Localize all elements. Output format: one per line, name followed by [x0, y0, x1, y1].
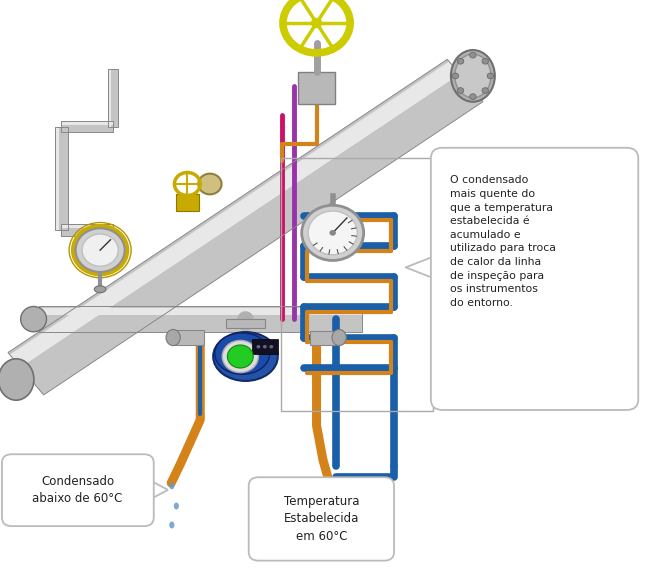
Polygon shape	[39, 308, 362, 315]
Text: Temperatura
Estabelecida
em 60°C: Temperatura Estabelecida em 60°C	[284, 494, 359, 543]
Ellipse shape	[94, 286, 106, 293]
Circle shape	[227, 345, 253, 368]
Circle shape	[457, 87, 464, 93]
Ellipse shape	[174, 503, 179, 509]
Circle shape	[263, 345, 267, 348]
Polygon shape	[61, 225, 113, 228]
Circle shape	[302, 205, 364, 260]
Bar	[310, 331, 337, 345]
Circle shape	[308, 211, 357, 255]
Ellipse shape	[455, 54, 491, 98]
FancyBboxPatch shape	[2, 454, 154, 526]
Polygon shape	[61, 232, 113, 235]
Circle shape	[256, 345, 260, 348]
Circle shape	[452, 73, 459, 79]
Polygon shape	[114, 69, 118, 126]
Polygon shape	[61, 122, 113, 125]
Text: Condensado
abaixo de 60°C: Condensado abaixo de 60°C	[32, 474, 123, 505]
Polygon shape	[31, 87, 481, 393]
Polygon shape	[61, 224, 113, 236]
Bar	[252, 339, 278, 354]
Polygon shape	[144, 477, 168, 503]
Circle shape	[470, 94, 476, 99]
Bar	[298, 72, 335, 104]
Ellipse shape	[451, 50, 495, 102]
Ellipse shape	[21, 306, 47, 332]
Bar	[281, 158, 433, 411]
Circle shape	[311, 18, 322, 28]
FancyBboxPatch shape	[249, 477, 394, 561]
Text: O condensado
mais quente do
que a temperatura
estabelecida é
acumulado e
utiliza: O condensado mais quente do que a temper…	[450, 175, 556, 308]
Polygon shape	[63, 126, 67, 230]
Polygon shape	[61, 121, 113, 132]
Ellipse shape	[332, 329, 346, 346]
Circle shape	[82, 234, 118, 266]
Ellipse shape	[0, 359, 34, 400]
Polygon shape	[406, 253, 443, 282]
Polygon shape	[56, 126, 59, 230]
Polygon shape	[55, 126, 68, 230]
Circle shape	[269, 345, 273, 348]
Polygon shape	[108, 69, 118, 126]
Polygon shape	[39, 306, 362, 332]
Polygon shape	[109, 69, 112, 126]
Ellipse shape	[169, 522, 174, 528]
Circle shape	[487, 73, 494, 79]
Bar	[176, 194, 199, 211]
Polygon shape	[39, 323, 362, 331]
Circle shape	[198, 174, 222, 194]
Ellipse shape	[166, 329, 180, 346]
Ellipse shape	[213, 332, 278, 381]
Circle shape	[329, 230, 336, 236]
Polygon shape	[8, 59, 483, 395]
FancyBboxPatch shape	[431, 148, 638, 410]
Polygon shape	[10, 62, 460, 367]
Bar	[174, 330, 204, 345]
Circle shape	[482, 59, 488, 64]
Ellipse shape	[214, 333, 270, 374]
Polygon shape	[61, 128, 113, 131]
Circle shape	[76, 228, 125, 272]
Circle shape	[482, 87, 488, 93]
Circle shape	[222, 340, 258, 373]
Ellipse shape	[169, 482, 174, 489]
Polygon shape	[226, 319, 265, 328]
Circle shape	[470, 52, 476, 58]
Circle shape	[457, 59, 464, 64]
